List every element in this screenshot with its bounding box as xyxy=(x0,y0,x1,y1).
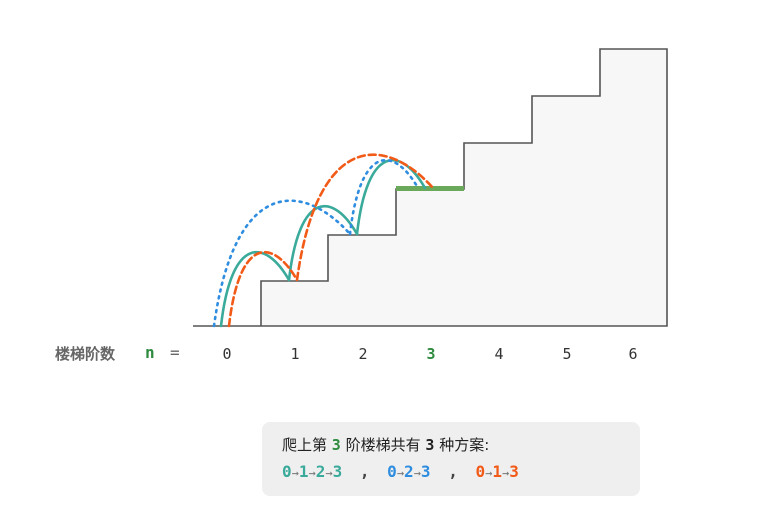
solution-2-step: 0 xyxy=(387,462,397,481)
solution-separator: , xyxy=(438,462,468,481)
solution-separator: , xyxy=(350,462,380,481)
summary-n: 3 xyxy=(331,436,341,454)
solution-summary: 爬上第 3 阶楼梯共有 3 种方案: xyxy=(282,434,489,455)
solution-2-step: 3 xyxy=(420,462,431,481)
jump-arc-blue-2-to-3 xyxy=(348,158,420,236)
summary-mid: 阶楼梯共有 xyxy=(345,436,421,454)
solution-1-step: 0 xyxy=(282,462,292,481)
equals-sign: = xyxy=(170,343,180,362)
step-number-4: 4 xyxy=(494,345,504,363)
summary-prefix: 爬上第 xyxy=(282,436,328,454)
solution-1-step: 3 xyxy=(332,462,343,481)
arrow-icon: → xyxy=(396,466,405,480)
solution-2-step: 2 xyxy=(404,462,414,481)
summary-count: 3 xyxy=(425,436,435,454)
staircase-outline xyxy=(193,48,668,327)
solution-3-step: 1 xyxy=(492,462,502,481)
step-number-0: 0 xyxy=(222,345,232,363)
arrow-icon: → xyxy=(291,466,299,480)
solution-list: 0→1→2→3 , 0→2→3 , 0→1→3 xyxy=(282,462,519,481)
jump-arc-teal-1-to-2 xyxy=(287,204,359,282)
arrow-icon: → xyxy=(308,466,316,480)
path-arcs xyxy=(212,153,435,328)
step-number-2: 2 xyxy=(358,345,368,363)
solution-1-step: 2 xyxy=(315,462,326,481)
arrow-icon: → xyxy=(485,466,493,480)
solution-3-step: 3 xyxy=(509,462,519,481)
solution-info-box: 爬上第 3 阶楼梯共有 3 种方案: 0→1→2→3 , 0→2→3 , 0→1… xyxy=(262,422,640,496)
step-number-6: 6 xyxy=(628,345,638,363)
step-number-3: 3 xyxy=(426,345,436,363)
summary-suffix: 种方案: xyxy=(439,436,490,454)
step-number-1: 1 xyxy=(290,345,300,363)
jump-arc-teal-0-to-1 xyxy=(219,250,291,328)
arrow-icon: → xyxy=(413,466,421,480)
solution-1-step: 1 xyxy=(298,462,309,481)
solution-3-step: 0 xyxy=(475,462,486,481)
arrow-icon: → xyxy=(325,466,333,480)
jump-arc-teal-2-to-3 xyxy=(355,158,427,236)
step-number-5: 5 xyxy=(562,345,572,363)
arrow-icon: → xyxy=(501,466,510,480)
jump-arc-orange-1-to-3 xyxy=(295,153,435,282)
stair-count-label: 楼梯阶数 xyxy=(55,345,116,363)
staircase-fill xyxy=(193,49,667,326)
jump-arc-orange-0-to-1 xyxy=(227,250,299,328)
jump-arc-blue-0-to-2 xyxy=(212,199,352,328)
stair-variable-n: n xyxy=(145,343,155,362)
